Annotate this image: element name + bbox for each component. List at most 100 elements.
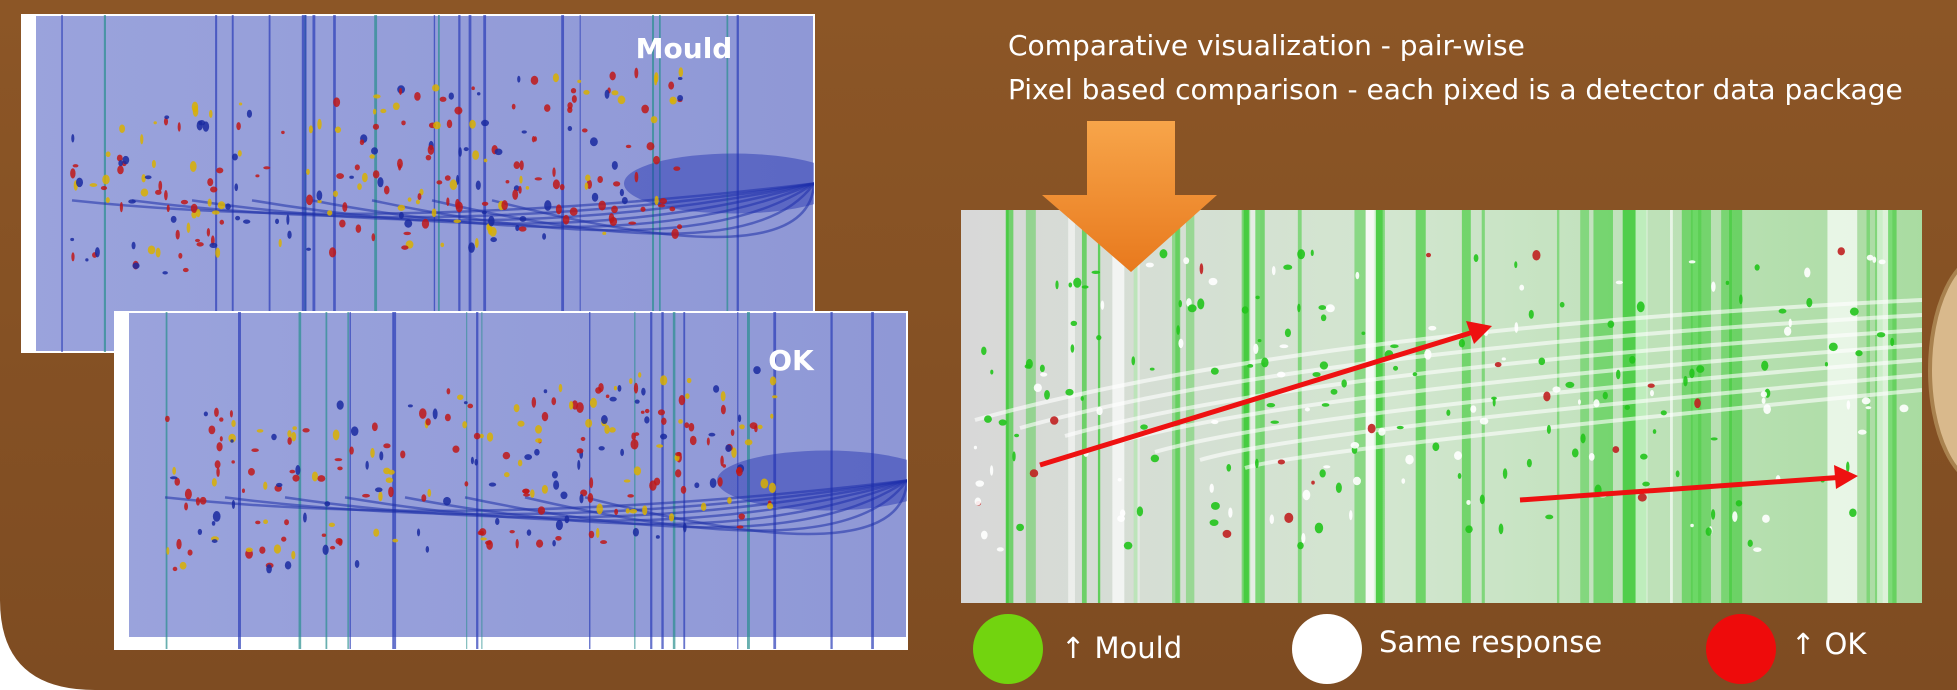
pixel-spot — [1305, 408, 1310, 412]
peak — [604, 425, 610, 434]
peak — [660, 375, 667, 385]
pixel-spot — [1578, 399, 1581, 404]
pixel-spot — [1326, 304, 1335, 312]
peak — [184, 502, 188, 510]
pixel-spot — [1071, 344, 1075, 353]
peak — [544, 200, 551, 211]
pixel-spot — [1603, 392, 1608, 400]
peak — [486, 540, 493, 550]
peak — [620, 449, 624, 456]
peak — [198, 529, 202, 535]
pixel-spot — [1428, 326, 1436, 331]
peak — [721, 391, 726, 401]
peak — [727, 497, 732, 504]
pixel-spot — [1073, 278, 1081, 288]
peak — [225, 203, 231, 209]
pixel-spot — [1846, 462, 1849, 473]
peak — [471, 86, 474, 90]
pixel-spot — [1424, 349, 1431, 359]
peak — [232, 153, 238, 160]
pixel-spot — [1676, 470, 1680, 477]
pixel-spot — [1638, 493, 1647, 501]
peak — [153, 121, 156, 124]
response-band — [1827, 210, 1857, 603]
peak — [642, 505, 647, 515]
pixel-spot — [1470, 405, 1476, 412]
peak — [544, 104, 550, 112]
pixel-spot — [1026, 359, 1033, 369]
peak — [577, 80, 581, 83]
peak — [187, 222, 191, 233]
pixel-spot — [1612, 446, 1619, 453]
pixel-spot — [1565, 382, 1574, 388]
peak — [678, 77, 683, 80]
peak — [553, 179, 560, 189]
peak — [772, 395, 778, 398]
peak — [635, 400, 640, 404]
peak — [535, 438, 542, 443]
peak — [141, 189, 149, 197]
peak — [371, 147, 378, 154]
peak — [589, 477, 593, 488]
peak — [656, 444, 663, 448]
peak — [581, 437, 586, 441]
peak — [481, 120, 489, 126]
peak — [372, 233, 376, 241]
peak — [373, 170, 380, 178]
peak — [517, 421, 524, 427]
peak — [684, 422, 689, 428]
peak — [372, 422, 378, 431]
peak — [707, 437, 710, 445]
peak — [577, 448, 584, 453]
peak — [306, 194, 313, 205]
pixel-spot — [1176, 325, 1180, 335]
pixel-spot — [1258, 339, 1262, 342]
peak — [624, 479, 631, 482]
slide-canvas: Mould OK Comparative visualization - pai… — [0, 0, 1957, 690]
peak — [721, 405, 726, 415]
pixel-spot — [1297, 542, 1304, 549]
response-band — [1670, 210, 1673, 603]
pixel-spot — [1096, 335, 1101, 340]
peak — [445, 175, 451, 181]
peak — [243, 220, 250, 224]
pixel-spot — [1877, 332, 1886, 337]
peak — [613, 181, 620, 186]
peak — [563, 215, 570, 225]
peak — [170, 476, 178, 479]
pixel-spot — [1784, 327, 1791, 336]
peak — [231, 460, 234, 463]
pixel-spot — [975, 498, 982, 506]
pixel-spot — [1055, 280, 1058, 289]
peak — [641, 411, 645, 414]
peak — [207, 178, 213, 186]
peak — [140, 134, 143, 144]
peak — [162, 271, 167, 274]
pixel-spot — [1607, 320, 1614, 328]
peak — [148, 245, 156, 254]
peak — [386, 477, 393, 483]
peak — [152, 160, 156, 168]
peak — [185, 489, 192, 500]
pixel-spot — [1361, 332, 1365, 336]
peak — [487, 432, 493, 441]
peak — [230, 410, 233, 417]
peak — [329, 523, 335, 527]
peak — [535, 425, 542, 434]
peak — [356, 224, 362, 233]
pixel-spot — [1589, 453, 1595, 461]
pixel-spot — [1849, 508, 1857, 517]
peak — [471, 457, 474, 464]
peak — [212, 478, 217, 486]
peak — [596, 528, 599, 538]
pixel-spot — [1223, 530, 1232, 538]
axis-strip — [22, 15, 36, 352]
response-band — [1255, 210, 1264, 603]
pixel-spot — [1331, 389, 1338, 395]
peak — [515, 225, 519, 231]
response-band — [1462, 210, 1471, 603]
peak — [457, 394, 463, 399]
peak — [552, 167, 555, 177]
peak — [675, 452, 681, 456]
legend-label: ↑ Mould — [1061, 631, 1182, 665]
